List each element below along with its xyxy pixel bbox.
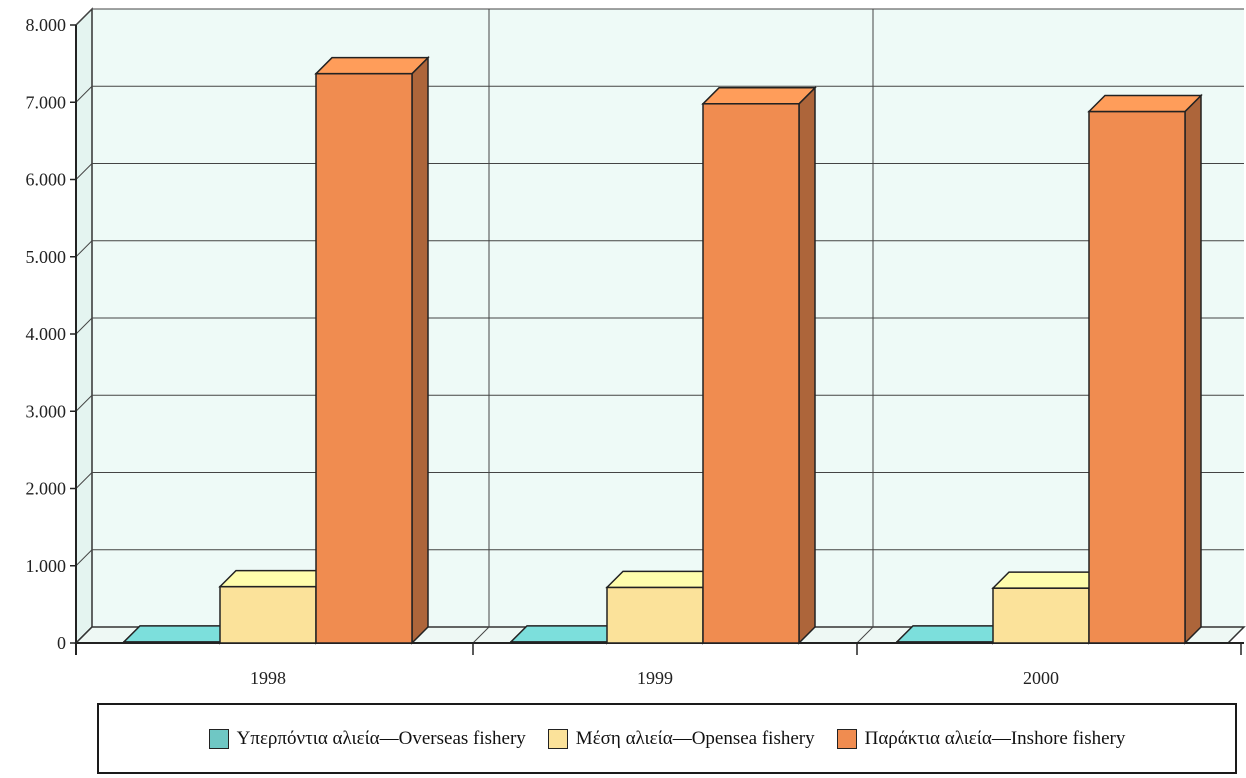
y-tick-label-8: 8.000 bbox=[26, 15, 67, 35]
y-tick-label-1: 1.000 bbox=[26, 556, 67, 576]
x-tick-label-1999: 1999 bbox=[637, 668, 673, 688]
gridline-side-1 bbox=[75, 549, 93, 567]
x-tick-label-2000: 2000 bbox=[1023, 668, 1059, 688]
bar-2000-s1 bbox=[992, 587, 1090, 644]
legend-swatch-overseas bbox=[208, 728, 229, 749]
y-tick-label-4: 4.000 bbox=[26, 324, 67, 344]
bar-1998-s1 bbox=[219, 585, 317, 644]
legend-item-opensea: Μέση αλιεία—Opensea fishery bbox=[547, 727, 815, 750]
legend-item-overseas: Υπερπόντια αλιεία—Overseas fishery bbox=[208, 727, 526, 750]
y-tick-label-2: 2.000 bbox=[26, 479, 67, 499]
gridline-side-3 bbox=[75, 394, 93, 412]
bar-1999-s2-side bbox=[798, 85, 816, 645]
bar-1998-s1-top bbox=[218, 569, 334, 588]
legend-label-inshore: Παράκτια αλιεία—Inshore fishery bbox=[864, 727, 1126, 749]
bar-1999-s2-top bbox=[701, 87, 817, 105]
bar-2000-s1-top bbox=[991, 571, 1107, 589]
floor-divider-2 bbox=[856, 626, 874, 644]
bar-2000-s2 bbox=[1088, 110, 1186, 644]
gridline-side-7 bbox=[75, 85, 93, 103]
gridline-side-8 bbox=[75, 8, 93, 26]
gridline-side-2 bbox=[75, 472, 93, 489]
bar-1999-s2 bbox=[702, 103, 800, 644]
bar-1999-s1-top bbox=[605, 570, 721, 589]
legend-label-opensea: Μέση αλιεία—Opensea fishery bbox=[575, 727, 815, 749]
legend-swatch-inshore bbox=[836, 728, 857, 749]
bar-1999-s0-top bbox=[509, 625, 625, 643]
legend: Υπερπόντια αλιεία—Overseas fishery Μέση … bbox=[97, 703, 1237, 774]
gridline-side-6 bbox=[75, 163, 93, 180]
legend-item-inshore: Παράκτια αλιεία—Inshore fishery bbox=[836, 727, 1126, 750]
y-tick-label-3: 3.000 bbox=[26, 401, 67, 421]
bar-2000-s2-side bbox=[1184, 93, 1202, 645]
y-tick-label-0: 0 bbox=[57, 633, 66, 653]
floor-divider-1 bbox=[472, 626, 490, 644]
legend-label-overseas: Υπερπόντια αλιεία—Overseas fishery bbox=[236, 727, 526, 749]
bar-1998-s2 bbox=[315, 72, 413, 644]
bar-2000-s0-top bbox=[895, 625, 1011, 643]
bar-2000-s2-top bbox=[1087, 94, 1203, 113]
y-tick-label-5: 5.000 bbox=[26, 247, 67, 267]
bar-1998-s2-side bbox=[411, 55, 429, 645]
gridline-side-5 bbox=[75, 240, 93, 258]
gridline-side-4 bbox=[75, 317, 93, 335]
bar-1998-s0-top bbox=[122, 625, 238, 643]
x-tick-label-1998: 1998 bbox=[250, 668, 286, 688]
legend-swatch-opensea bbox=[547, 728, 568, 749]
bar-1999-s1 bbox=[606, 586, 704, 644]
bar-1998-s2-top bbox=[314, 56, 430, 75]
y-tick-label-6: 6.000 bbox=[26, 170, 67, 190]
y-tick-label-7: 7.000 bbox=[26, 92, 67, 112]
